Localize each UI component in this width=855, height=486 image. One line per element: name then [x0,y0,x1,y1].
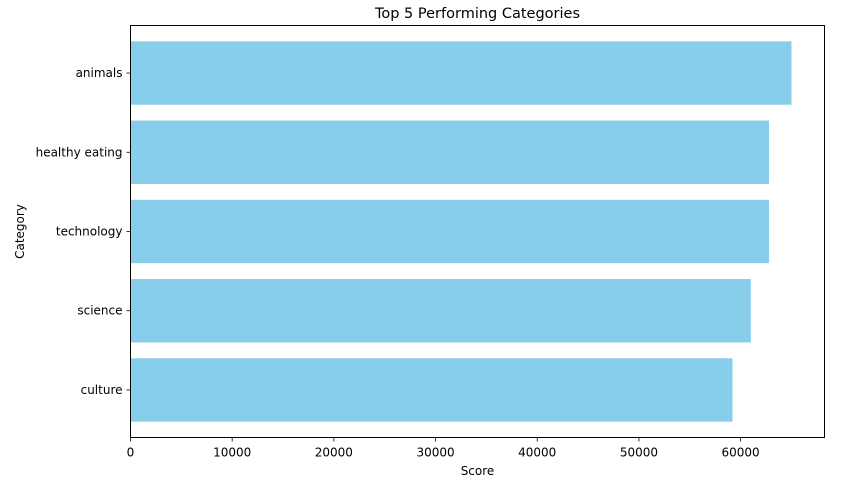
y-tick-label: science [77,304,122,318]
x-tick-label: 20000 [315,446,353,460]
y-axis-label: Category [13,204,27,259]
y-tick-label: culture [81,383,123,397]
bar-animals [130,41,792,105]
x-axis-label: Score [461,464,495,478]
bar-healthy-eating [130,120,770,184]
x-tick-label: 60000 [722,446,760,460]
x-tick-label: 30000 [416,446,454,460]
x-tick-label: 50000 [620,446,658,460]
y-axis-ticks: animals healthy eating technology science cu… [36,66,131,397]
y-tick-label: healthy eating [36,145,123,159]
x-tick-label: 0 [127,446,135,460]
x-tick-label: 40000 [518,446,556,460]
x-tick-label: 10000 [213,446,251,460]
bars-layer [130,41,792,422]
bar-technology [130,199,770,264]
chart-title: Top 5 Performing Categories [374,6,580,22]
x-axis-ticks: 0 10000 20000 30000 40000 50000 60000 [127,437,760,460]
y-tick-label: technology [56,225,123,239]
bar-culture [130,358,733,422]
bar-science [130,279,751,343]
y-tick-label: animals [76,66,123,80]
